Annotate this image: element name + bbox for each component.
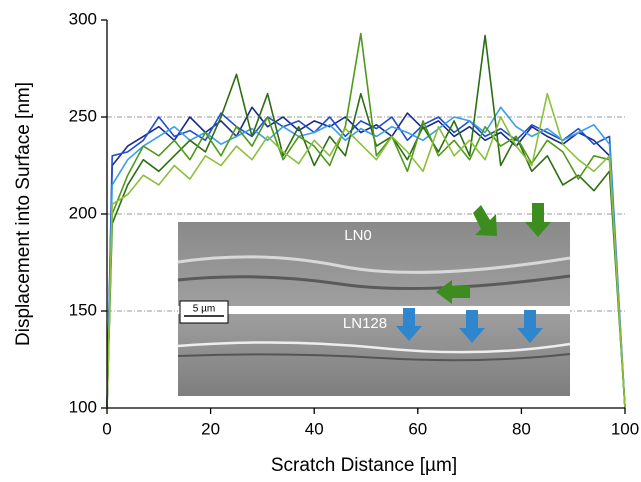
y-tick-label: 150 <box>69 300 97 319</box>
series-line <box>106 106 626 409</box>
x-tick-label: 80 <box>512 419 531 438</box>
series-line <box>106 32 626 409</box>
series-line <box>106 112 626 409</box>
y-tick-label: 100 <box>69 397 97 416</box>
x-tick-label: 100 <box>611 419 639 438</box>
arrow <box>436 280 470 304</box>
inset-label: LN0 <box>344 227 372 244</box>
scale-bar-label: 5 µm <box>193 304 215 315</box>
arrow <box>525 203 551 237</box>
x-tick-label: 0 <box>102 419 111 438</box>
arrow <box>459 310 485 343</box>
x-axis-title: Scratch Distance [µm] <box>271 455 457 476</box>
scratch-track <box>177 341 571 354</box>
series-line <box>106 92 626 409</box>
image-divider <box>178 306 570 314</box>
series-line <box>106 106 626 409</box>
y-tick-label: 200 <box>69 203 97 222</box>
y-tick-label: 250 <box>69 106 97 125</box>
scratch-track <box>177 255 571 274</box>
scale-bar-box <box>179 300 229 324</box>
x-tick-label: 60 <box>408 419 427 438</box>
series-line <box>106 34 626 409</box>
y-axis-title: Displacement into Surface [nm] <box>13 82 34 346</box>
x-tick-label: 40 <box>305 419 324 438</box>
scratch-track <box>177 353 571 362</box>
inset-image: 5 µm LN0 LN128 <box>177 203 571 396</box>
y-tick-label: 300 <box>69 9 97 28</box>
inset-label: LN128 <box>343 315 387 332</box>
scratch-track <box>177 274 571 290</box>
arrow <box>396 308 422 341</box>
arrow <box>517 310 543 343</box>
arrow <box>473 205 497 236</box>
x-tick-label: 20 <box>201 419 220 438</box>
